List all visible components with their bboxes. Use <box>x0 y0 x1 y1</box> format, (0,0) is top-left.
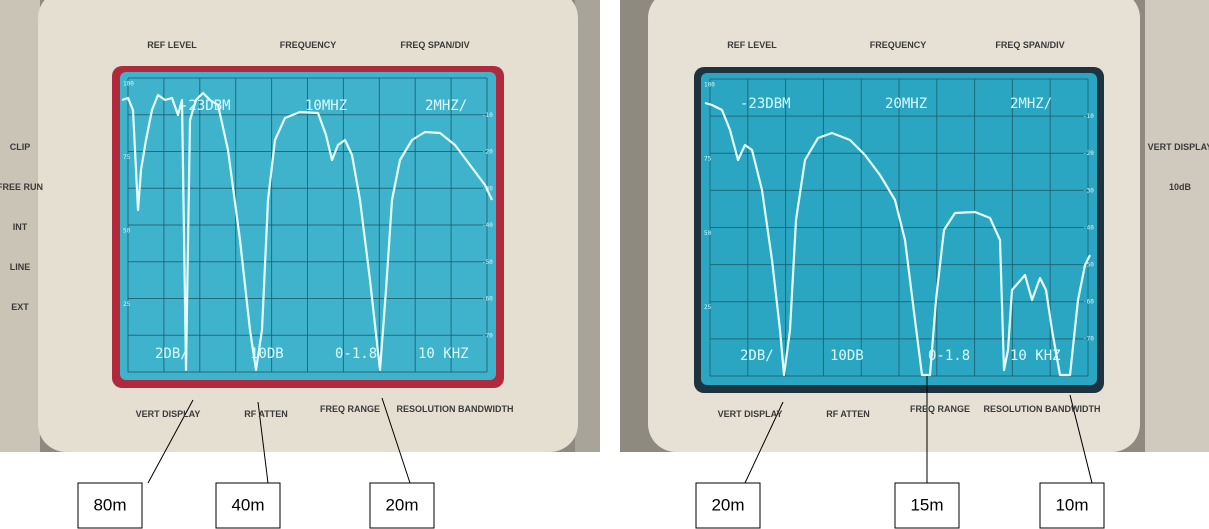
panel-label: FREQ SPAN/DIV <box>400 40 469 50</box>
callout-box <box>894 482 960 529</box>
panel-label: FREQUENCY <box>870 40 927 50</box>
panel-label: FREQUENCY <box>280 40 337 50</box>
readout: 2MHZ/ <box>425 98 467 114</box>
callout-box <box>1039 482 1105 529</box>
side-label: 10dB <box>1169 182 1192 192</box>
scale-label: 100 <box>123 80 134 87</box>
scale-label: -20 <box>1083 150 1094 157</box>
callout-label: 15m <box>910 495 943 514</box>
scale-label: -50 <box>482 259 493 266</box>
side-label: FREE RUN <box>0 182 43 192</box>
callout-lines <box>147 376 1093 484</box>
panel-label: FREQ RANGE <box>910 404 970 414</box>
side-label: CLIP <box>10 142 31 152</box>
side-panel <box>575 0 600 452</box>
panel-label: VERT DISPLAY <box>136 409 201 419</box>
readout: 10 KHZ <box>418 346 469 362</box>
scale-label: 50 <box>704 230 712 237</box>
scale-label: 75 <box>704 156 712 163</box>
readout: 10DB <box>250 346 284 362</box>
scale-label: -30 <box>1083 187 1094 194</box>
scale-label: -40 <box>482 222 493 229</box>
scale-label: -70 <box>482 332 493 339</box>
callout-box <box>695 482 761 529</box>
panel-label: FREQ SPAN/DIV <box>995 40 1064 50</box>
readout: 0-1.8 <box>928 348 970 364</box>
callout-box <box>215 482 281 529</box>
callout-box <box>77 482 143 529</box>
callout-label: 20m <box>385 495 418 514</box>
side-label: VERT DISPLAY <box>1148 142 1209 152</box>
scale-label: -60 <box>482 296 493 303</box>
scale-label: 50 <box>123 227 131 234</box>
scale-label: -20 <box>482 149 493 156</box>
callout-label: 40m <box>231 495 264 514</box>
panel-label: REF LEVEL <box>727 40 777 50</box>
scale-label: 100 <box>704 81 715 88</box>
panel-label: FREQ RANGE <box>320 404 380 414</box>
panel-label: RF ATTEN <box>826 409 870 419</box>
scale-label: 25 <box>123 301 131 308</box>
panel-label: RESOLUTION BANDWIDTH <box>984 404 1101 414</box>
side-panel <box>0 0 40 452</box>
panel-label: VERT DISPLAY <box>718 409 783 419</box>
callout-label: 80m <box>93 495 126 514</box>
scale-label: -60 <box>1083 299 1094 306</box>
side-panel <box>1145 0 1209 452</box>
side-label: EXT <box>11 302 29 312</box>
side-label: LINE <box>10 262 31 272</box>
readout: 2DB/ <box>155 346 189 362</box>
scale-label: -40 <box>1083 224 1094 231</box>
readout: 10DB <box>830 348 864 364</box>
callout-box <box>369 482 435 529</box>
callout-label: 10m <box>1055 495 1088 514</box>
scale-label: -50 <box>1083 262 1094 269</box>
readout: 0-1.8 <box>335 346 377 362</box>
panel-label: RESOLUTION BANDWIDTH <box>397 404 514 414</box>
scale-label: -70 <box>1083 336 1094 343</box>
panel-label: REF LEVEL <box>147 40 197 50</box>
scale-label: 25 <box>704 304 712 311</box>
scale-label: -10 <box>1083 113 1094 120</box>
readout: -23DBM <box>740 96 791 112</box>
readout: 2DB/ <box>740 348 774 364</box>
side-label: INT <box>13 222 28 232</box>
readout: -23DBM <box>180 98 231 114</box>
scale-label: -10 <box>482 112 493 119</box>
readout: 20MHZ <box>885 96 927 112</box>
callout-label: 20m <box>711 495 744 514</box>
readout: 10MHZ <box>305 98 347 114</box>
trace <box>704 101 1091 377</box>
readout: 2MHZ/ <box>1010 96 1052 112</box>
readout: 10 KHZ <box>1010 348 1061 364</box>
scale-label: -30 <box>482 185 493 192</box>
trace <box>121 91 493 372</box>
scale-label: 75 <box>123 154 131 161</box>
grid <box>127 77 488 373</box>
panel-label: RF ATTEN <box>244 409 288 419</box>
